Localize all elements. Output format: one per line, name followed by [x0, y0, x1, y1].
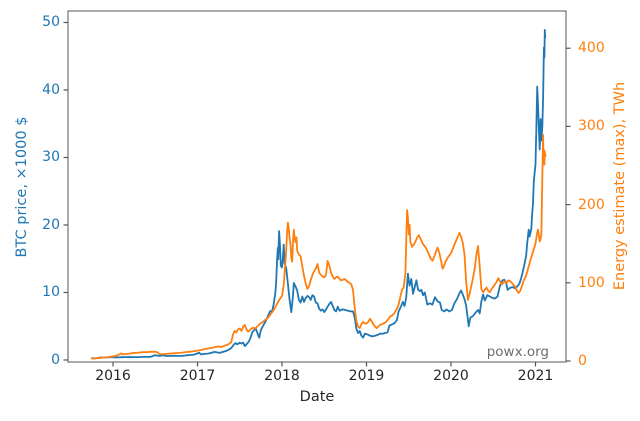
y-right-tick-label: 0	[578, 352, 587, 369]
x-axis-title: Date	[299, 389, 335, 405]
right-axis-title: Energy estimate (max), TWh	[612, 81, 628, 291]
y-left-tick-label: 10	[42, 284, 60, 301]
x-tick-label: 2020	[433, 368, 469, 384]
x-tick-label: 2021	[517, 368, 554, 384]
y-right-tick-label: 400	[578, 40, 605, 57]
y-right-tick-label: 100	[578, 274, 605, 291]
left-axis-title: BTC price, ×1000 $	[14, 116, 30, 258]
x-tick-label: 2016	[95, 368, 131, 384]
x-tick-label: 2017	[179, 368, 216, 384]
plot-border	[67, 10, 567, 363]
btc-price-line	[91, 28, 547, 360]
y-right-tick-label: 300	[578, 118, 605, 135]
energy-estimate-line	[91, 134, 547, 360]
x-tick-label: 2018	[264, 368, 300, 384]
y-left-tick-label: 20	[42, 216, 60, 233]
y-left-tick-label: 30	[42, 149, 60, 166]
x-tick-label: 2019	[348, 368, 385, 384]
y-right-tick-label: 200	[578, 196, 605, 213]
y-left-tick-label: 50	[42, 14, 60, 31]
watermark-text: powx.org	[486, 344, 549, 360]
y-left-tick-label: 0	[51, 351, 60, 368]
y-left-tick-label: 40	[42, 81, 60, 98]
